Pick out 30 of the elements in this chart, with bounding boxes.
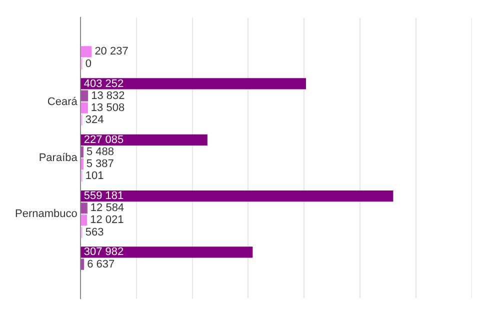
y-tick-label: Pernambuco [14,208,78,220]
bar [80,102,88,114]
bar [80,146,84,158]
bar [80,78,306,90]
data-label: 13 832 [91,90,125,102]
data-label: 5 488 [86,146,114,158]
bar [80,202,88,214]
bar [80,246,253,258]
data-label: 6 637 [87,258,115,270]
data-label: 227 085 [84,134,124,146]
data-label: 13 508 [90,102,125,114]
data-label: 403 252 [84,78,124,90]
data-label: 20 237 [94,46,128,58]
data-label: 559 181 [84,190,124,202]
data-label: 12 021 [90,214,124,226]
bar [80,158,84,170]
bar [80,46,92,58]
data-label: 0 [85,58,92,70]
bar [80,258,84,270]
bar [80,214,88,226]
bar [80,90,88,102]
data-label: 324 [85,114,104,126]
data-label: 12 584 [90,202,124,214]
bar [80,190,394,202]
data-label: 101 [85,170,104,182]
data-label: 307 982 [84,246,124,258]
data-label: 563 [85,226,104,238]
data-label: 5 387 [86,158,114,170]
y-tick-label: Paraíba [38,152,78,164]
y-tick-label: Ceará [47,96,78,108]
